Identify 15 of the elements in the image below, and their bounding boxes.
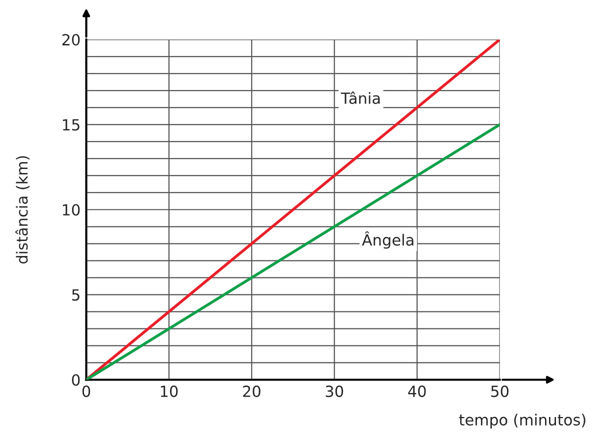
- x-tick-label: 30: [326, 386, 344, 398]
- y-axis-title: distância (km): [15, 156, 30, 264]
- y-tick-label: 20: [62, 34, 80, 46]
- y-tick-label: 15: [62, 119, 80, 131]
- y-tick-label: 5: [72, 289, 80, 301]
- x-tick-label: 0: [82, 386, 90, 398]
- x-tick-label: 50: [491, 386, 509, 398]
- series-label: Tânia: [340, 92, 380, 104]
- y-tick-label: 0: [72, 374, 80, 386]
- x-tick-label: 20: [243, 386, 260, 398]
- x-tick-label: 40: [408, 386, 426, 398]
- x-tick-label: 10: [160, 386, 178, 398]
- series-label: Ângela: [362, 231, 414, 249]
- y-tick-label: 10: [62, 204, 80, 216]
- x-axis-title: tempo (minutos): [459, 414, 586, 429]
